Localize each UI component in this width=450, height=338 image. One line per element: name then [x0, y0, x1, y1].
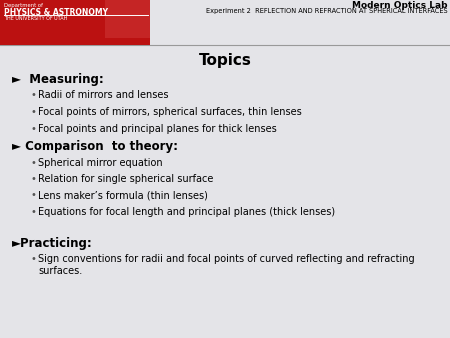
- Text: •: •: [30, 123, 36, 134]
- Text: ►Practicing:: ►Practicing:: [12, 237, 93, 250]
- Text: PHYSICS & ASTRONOMY: PHYSICS & ASTRONOMY: [4, 8, 108, 17]
- Text: Spherical mirror equation: Spherical mirror equation: [38, 158, 162, 168]
- Text: •: •: [30, 174, 36, 184]
- Text: ►  Measuring:: ► Measuring:: [12, 73, 104, 86]
- Text: Department of: Department of: [4, 3, 43, 8]
- Text: Sign conventions for radii and focal points of curved reflecting and refracting : Sign conventions for radii and focal poi…: [38, 255, 414, 276]
- Text: Topics: Topics: [198, 53, 252, 68]
- Text: THE UNIVERSITY OF UTAH: THE UNIVERSITY OF UTAH: [4, 16, 68, 21]
- Text: Relation for single spherical surface: Relation for single spherical surface: [38, 174, 213, 184]
- Text: •: •: [30, 158, 36, 168]
- Text: ► Comparison  to theory:: ► Comparison to theory:: [12, 140, 178, 153]
- Text: •: •: [30, 91, 36, 100]
- Bar: [0, 0, 150, 45]
- Text: •: •: [30, 207, 36, 217]
- Bar: [105, 0, 150, 38]
- Text: Lens maker’s formula (thin lenses): Lens maker’s formula (thin lenses): [38, 191, 208, 200]
- Text: •: •: [30, 107, 36, 117]
- Text: Experiment 2  REFLECTION AND REFRACTION AT SPHERICAL INTERFACES: Experiment 2 REFLECTION AND REFRACTION A…: [207, 8, 448, 14]
- Text: Equations for focal length and principal planes (thick lenses): Equations for focal length and principal…: [38, 207, 335, 217]
- Text: •: •: [30, 191, 36, 200]
- Text: Radii of mirrors and lenses: Radii of mirrors and lenses: [38, 91, 168, 100]
- Text: •: •: [30, 255, 36, 265]
- Text: Modern Optics Lab: Modern Optics Lab: [352, 1, 448, 10]
- Text: Focal points and principal planes for thick lenses: Focal points and principal planes for th…: [38, 123, 277, 134]
- Text: Focal points of mirrors, spherical surfaces, thin lenses: Focal points of mirrors, spherical surfa…: [38, 107, 302, 117]
